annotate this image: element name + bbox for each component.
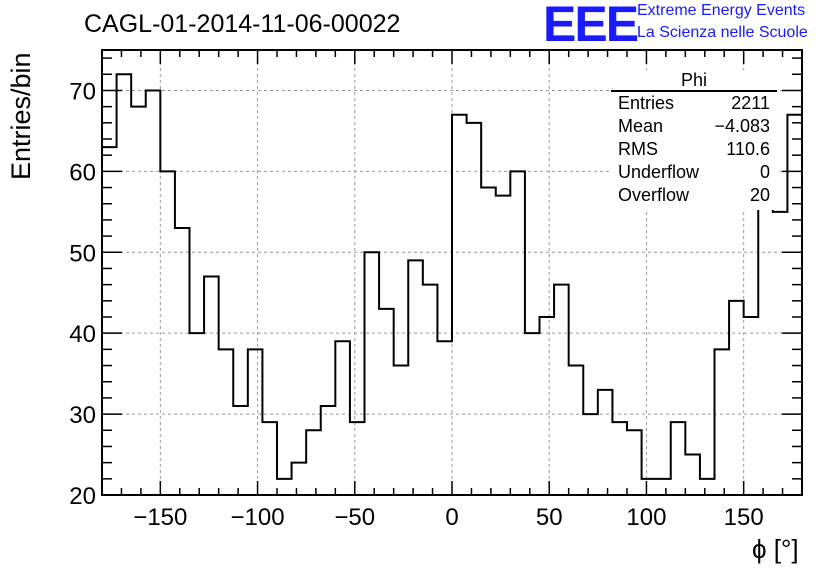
x-axis-label: ϕ [°] <box>752 534 799 564</box>
stats-label: RMS <box>618 139 658 159</box>
x-tick-label: 100 <box>626 504 666 531</box>
stats-label: Underflow <box>618 162 700 182</box>
stats-box: Phi Entries 2211 Mean −4.083 RMS 110.6 U… <box>611 70 777 210</box>
x-tick-label: 50 <box>536 504 563 531</box>
tick-labels: −150 −100 −50 0 50 100 150 20 30 40 50 60 70 <box>69 78 763 531</box>
x-tick-label: −150 <box>133 504 187 531</box>
stats-row-mean: Mean −4.083 <box>618 116 770 138</box>
y-tick-label: 30 <box>69 402 96 429</box>
y-tick-label: 60 <box>69 159 96 186</box>
histogram-step-line <box>101 73 803 495</box>
stats-label: Entries <box>618 93 675 113</box>
stats-divider <box>611 90 777 92</box>
y-tick-label: 50 <box>69 240 96 267</box>
stats-title: Phi <box>680 70 707 90</box>
y-tick-label: 40 <box>69 321 96 348</box>
x-tick-label: −50 <box>334 504 375 531</box>
eee-logo: EEE <box>543 0 639 52</box>
y-axis-label: Entries/bin <box>6 52 36 180</box>
y-tick-label: 70 <box>69 78 96 105</box>
stats-row-entries: Entries 2211 <box>618 93 770 115</box>
x-tick-label: 150 <box>724 504 764 531</box>
stats-row-rms: RMS 110.6 <box>618 139 770 161</box>
axis-ticks <box>102 50 802 496</box>
stats-value: 20 <box>749 185 770 205</box>
stats-label: Overflow <box>618 185 690 205</box>
stats-row-underflow: Underflow 0 <box>618 162 770 184</box>
y-tick-label: 20 <box>69 483 96 510</box>
chart-title: CAGL-01-2014-11-06-00022 <box>84 10 401 38</box>
stats-label: Mean <box>618 116 664 136</box>
stats-value: 2211 <box>731 93 770 113</box>
plot-frame <box>101 49 803 496</box>
logo-text-line2: La Scienza nelle Scuole <box>637 24 808 41</box>
logo-text-line1: Extreme Energy Events <box>637 2 806 19</box>
stats-value: 0 <box>759 162 770 182</box>
stats-value: −4.083 <box>714 116 770 136</box>
stats-value: 110.6 <box>726 139 770 159</box>
x-tick-label: 0 <box>445 504 458 531</box>
x-tick-label: −100 <box>231 504 285 531</box>
stats-row-overflow: Overflow 20 <box>618 185 770 207</box>
